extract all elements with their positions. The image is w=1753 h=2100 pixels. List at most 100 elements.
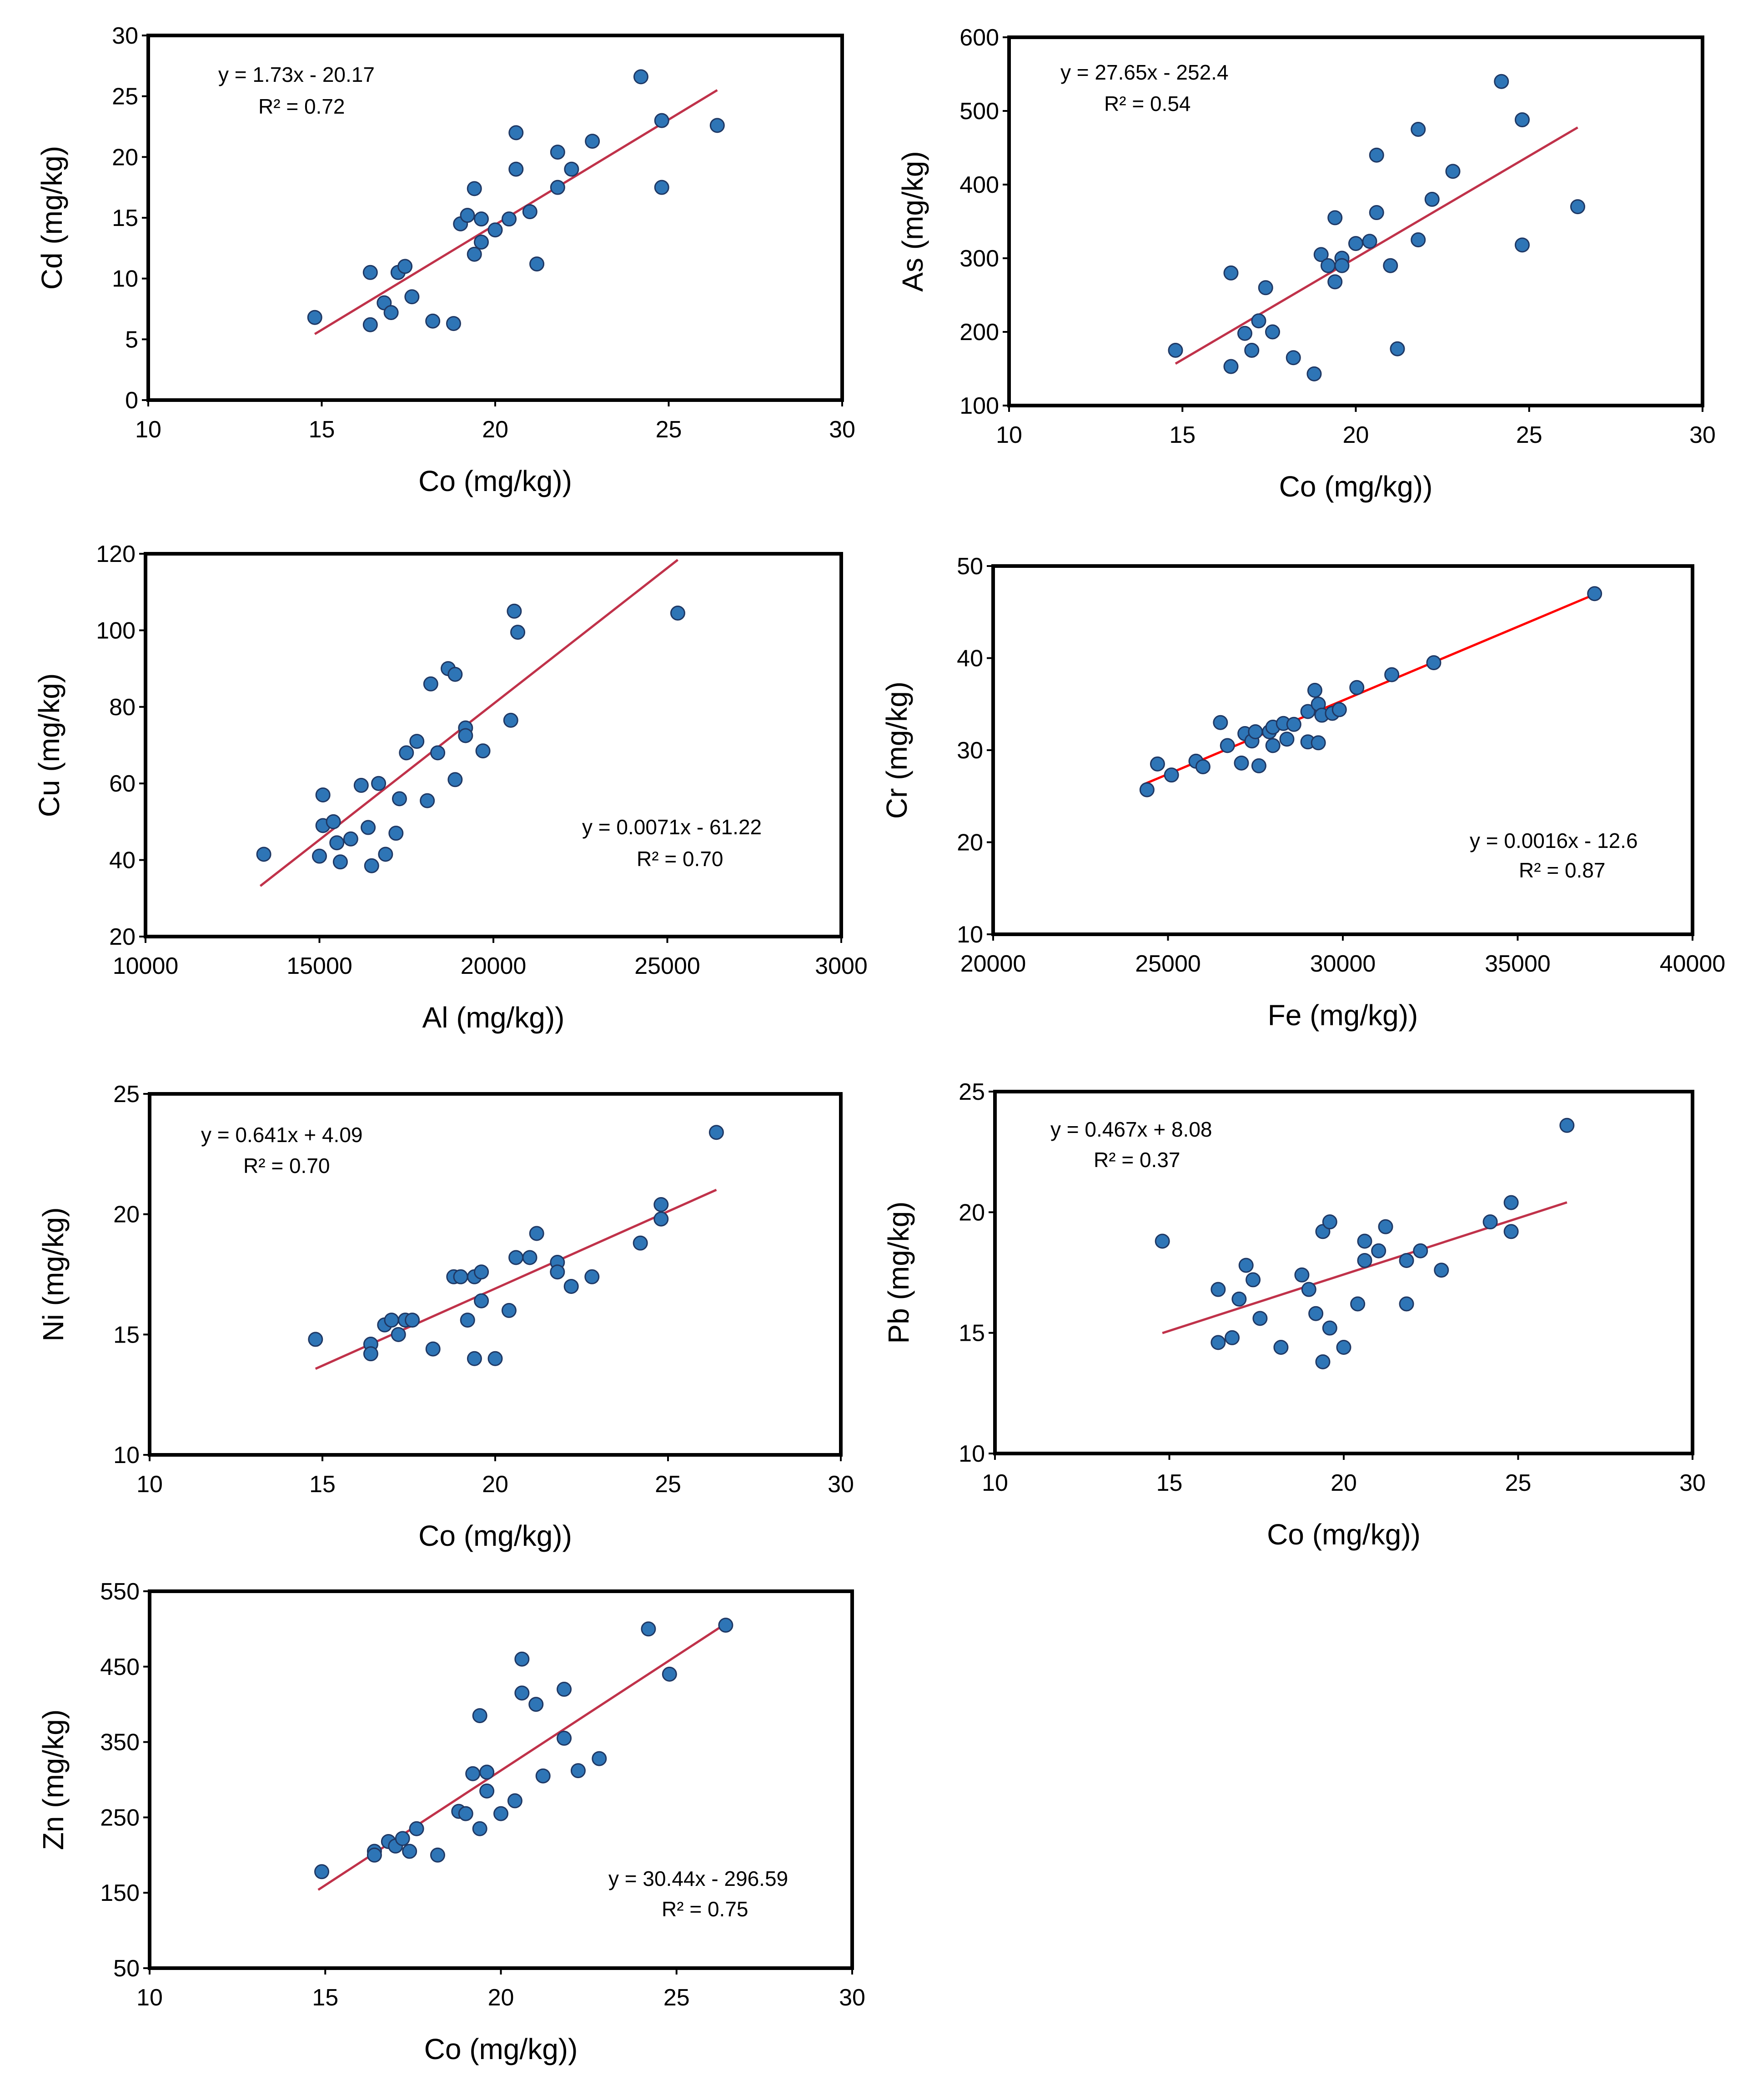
x-tick-label: 3000 bbox=[815, 953, 868, 979]
data-point bbox=[1413, 1243, 1428, 1258]
data-point bbox=[502, 211, 517, 227]
r-squared: R² = 0.70 bbox=[637, 847, 723, 871]
data-point bbox=[446, 316, 461, 331]
data-point bbox=[364, 858, 379, 873]
data-point bbox=[592, 1751, 607, 1766]
data-point bbox=[522, 1250, 537, 1265]
data-point bbox=[332, 854, 348, 870]
data-point bbox=[508, 125, 524, 140]
x-tick-label: 15 bbox=[1156, 1470, 1183, 1496]
data-point bbox=[550, 1264, 565, 1280]
data-point bbox=[514, 1685, 530, 1701]
plot-area bbox=[144, 552, 843, 938]
x-tick-label: 40000 bbox=[1660, 951, 1726, 977]
data-point bbox=[1223, 359, 1239, 374]
data-point bbox=[1300, 704, 1316, 719]
data-point bbox=[314, 1864, 330, 1879]
data-point bbox=[1313, 247, 1329, 262]
data-point bbox=[563, 1278, 579, 1294]
x-tick-label: 25 bbox=[663, 1985, 690, 2011]
regression-equation: y = 1.73x - 20.17 bbox=[218, 63, 375, 86]
y-tick-label: 500 bbox=[959, 98, 999, 125]
y-tick-label: 50 bbox=[113, 1955, 140, 1982]
r-squared: R² = 0.87 bbox=[1519, 858, 1606, 882]
y-tick-label: 300 bbox=[959, 246, 999, 272]
data-point bbox=[479, 1764, 495, 1780]
data-point bbox=[557, 1682, 572, 1697]
data-point bbox=[460, 208, 475, 223]
chart-cu: 10000 15000 20000 25000 3000 20 40 60 80 100 120 Al… bbox=[33, 541, 868, 1034]
y-tick-label: 40 bbox=[109, 847, 136, 874]
data-point bbox=[402, 1844, 417, 1859]
data-point bbox=[475, 743, 491, 759]
x-tick-label: 15 bbox=[312, 1985, 338, 2011]
data-point bbox=[662, 1666, 677, 1682]
data-point bbox=[1322, 1214, 1337, 1230]
data-point bbox=[447, 772, 463, 787]
data-point bbox=[1327, 210, 1343, 226]
x-tick-label: 30 bbox=[1689, 422, 1716, 448]
data-point bbox=[467, 246, 482, 262]
data-point bbox=[529, 256, 545, 272]
data-point bbox=[425, 1341, 441, 1357]
data-point bbox=[1211, 1335, 1226, 1350]
y-tick-label: 30 bbox=[112, 23, 138, 49]
chart-pb: 10 15 20 25 30 10 15 20 25 Co (mg/kg)) Pb (mg/kg) y… bbox=[882, 1079, 1706, 1551]
y-tick-label: 50 bbox=[957, 553, 983, 580]
x-tick-label: 25000 bbox=[1135, 951, 1201, 977]
data-point bbox=[633, 69, 648, 85]
data-point bbox=[1231, 1291, 1247, 1307]
trend-line bbox=[1175, 126, 1578, 365]
data-point bbox=[493, 1806, 508, 1821]
data-point bbox=[1357, 1253, 1372, 1268]
data-point bbox=[1411, 232, 1426, 247]
x-tick-label: 20 bbox=[1331, 1470, 1357, 1496]
data-point bbox=[1348, 236, 1363, 251]
data-point bbox=[633, 1235, 648, 1251]
data-point bbox=[550, 180, 565, 195]
y-axis-title: Cr (mg/kg) bbox=[880, 682, 913, 819]
data-point bbox=[1168, 343, 1183, 358]
data-point bbox=[529, 1226, 544, 1241]
data-point bbox=[308, 1332, 323, 1347]
y-tick-label: 450 bbox=[100, 1654, 140, 1680]
data-point bbox=[467, 1351, 482, 1366]
data-point bbox=[423, 676, 438, 692]
data-point bbox=[384, 1313, 399, 1328]
data-point bbox=[1225, 1330, 1240, 1345]
data-point bbox=[378, 847, 393, 862]
x-tick-label: 10 bbox=[982, 1470, 1008, 1496]
data-point bbox=[522, 204, 537, 220]
trend-line bbox=[314, 89, 718, 335]
plot-area bbox=[991, 564, 1694, 936]
x-tick-label: 20 bbox=[482, 416, 508, 443]
data-point bbox=[1139, 782, 1155, 797]
data-point bbox=[1321, 258, 1336, 273]
r-squared: R² = 0.75 bbox=[662, 1897, 748, 1921]
data-point bbox=[1237, 326, 1252, 341]
data-point bbox=[1252, 1311, 1268, 1326]
x-tick-label: 10 bbox=[136, 1985, 163, 2011]
y-tick-label: 15 bbox=[113, 1322, 140, 1348]
x-axis-title: Co (mg/kg)) bbox=[1267, 1518, 1421, 1551]
plot-area bbox=[148, 1589, 854, 1970]
y-axis-title: Cu (mg/kg) bbox=[33, 673, 65, 817]
y-axis-title: Zn (mg/kg) bbox=[37, 1709, 70, 1850]
data-point bbox=[405, 1313, 420, 1328]
y-tick-label: 30 bbox=[957, 737, 983, 764]
x-tick-label: 15 bbox=[309, 416, 335, 443]
data-point bbox=[473, 211, 489, 227]
plot-area bbox=[993, 1090, 1694, 1455]
y-tick-label: 20 bbox=[112, 144, 138, 170]
data-point bbox=[1390, 341, 1405, 356]
data-point bbox=[1434, 1263, 1449, 1278]
data-point bbox=[1362, 234, 1377, 249]
r-squared: R² = 0.70 bbox=[243, 1154, 330, 1178]
data-point bbox=[1251, 758, 1266, 773]
data-point bbox=[585, 134, 600, 149]
regression-equation: y = 0.641x + 4.09 bbox=[201, 1123, 363, 1147]
data-point bbox=[1315, 1354, 1331, 1369]
data-point bbox=[467, 181, 482, 196]
data-point bbox=[1331, 702, 1347, 717]
